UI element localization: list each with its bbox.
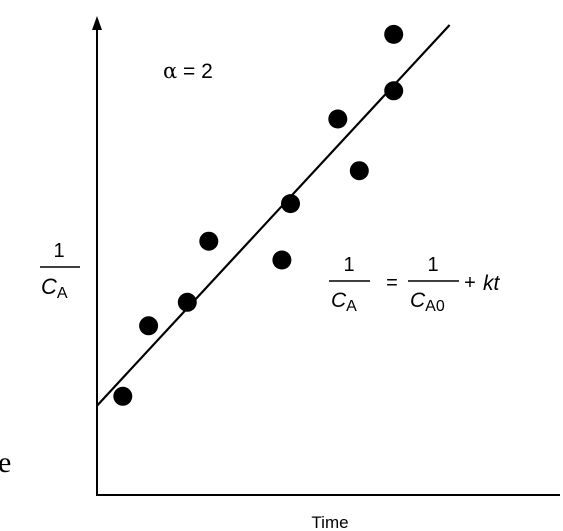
equation-rhs-numerator: 1 xyxy=(427,254,438,276)
y-axis-arrow-icon xyxy=(92,16,102,30)
data-point xyxy=(113,386,133,406)
y-axis-label: 1 CA xyxy=(40,240,80,302)
y-axis-label-numerator: 1 xyxy=(53,240,64,262)
equation-kt-term: kt xyxy=(483,272,501,295)
equation-rhs-denominator: CA0 xyxy=(410,289,445,315)
y-axis-label-denominator: CA xyxy=(41,274,68,302)
data-point xyxy=(177,292,197,312)
data-point xyxy=(384,81,404,101)
data-point xyxy=(328,109,348,129)
data-point xyxy=(139,316,159,336)
page-text-fragment: e xyxy=(0,446,11,479)
integrated-rate-equation: 1 CA = 1 CA0 + kt xyxy=(329,254,501,315)
order-annotation: α = 2 xyxy=(163,59,213,83)
equation-lhs-denominator: CA xyxy=(331,289,357,315)
equation-equals: = xyxy=(386,272,398,294)
data-points xyxy=(113,24,404,406)
data-point xyxy=(199,231,219,251)
data-point xyxy=(281,194,300,214)
axes xyxy=(92,16,560,496)
data-point xyxy=(384,24,404,44)
data-point xyxy=(349,161,369,181)
equation-plus: + xyxy=(464,272,476,294)
equation-lhs-numerator: 1 xyxy=(343,254,354,276)
data-point xyxy=(272,250,292,270)
x-axis-label: Time xyxy=(311,513,348,531)
